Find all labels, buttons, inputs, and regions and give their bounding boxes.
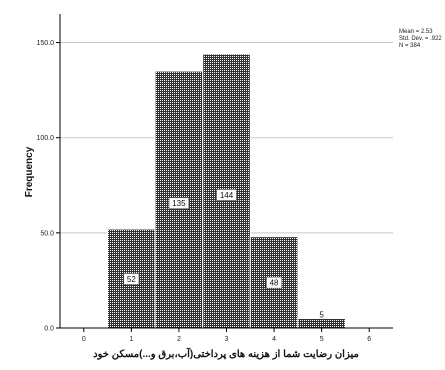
bar-data-label: 135 <box>172 199 186 208</box>
x-tick-label: 3 <box>225 336 229 343</box>
bar-data-label: 144 <box>220 191 234 200</box>
x-tick-label: 2 <box>177 336 181 343</box>
stat-n: N = 384 <box>399 43 421 49</box>
y-tick-label: 0.0 <box>44 326 54 333</box>
y-tick-label: 150.0 <box>36 40 54 47</box>
bar-label-box <box>123 273 140 285</box>
bar-data-label: 52 <box>127 275 136 284</box>
x-tick-label: 5 <box>320 336 324 343</box>
x-tick-label: 6 <box>367 336 371 343</box>
x-tick-label: 1 <box>129 336 133 343</box>
y-axis-title: Frequency <box>24 146 35 197</box>
y-tick-label: 100.0 <box>36 135 54 142</box>
y-tick-label: 50.0 <box>40 230 54 237</box>
histogram-bar <box>297 317 346 329</box>
bar-label-box <box>216 189 237 201</box>
stat-mean: Mean = 2.53 <box>399 29 433 35</box>
bar-label-box <box>168 197 190 209</box>
data-labels-group: 52 135 144 48 5 <box>123 189 324 319</box>
axes-group: 0.0 50.0 100.0 150.0 0 1 2 3 4 5 6 <box>36 14 393 343</box>
x-axis-title: میزان رضایت شما از هزینه های پرداختی(آب،… <box>93 347 359 360</box>
bar-label-box <box>266 276 282 289</box>
bar-data-label: 5 <box>319 310 324 319</box>
stats-box: Mean = 2.53 Std. Dev. = .922 N = 384 <box>399 29 442 49</box>
x-tick-label: 0 <box>82 336 86 343</box>
stat-std-dev: Std. Dev. = .922 <box>399 36 442 42</box>
bar-data-label: 48 <box>270 279 279 288</box>
x-tick-label: 4 <box>272 336 276 343</box>
